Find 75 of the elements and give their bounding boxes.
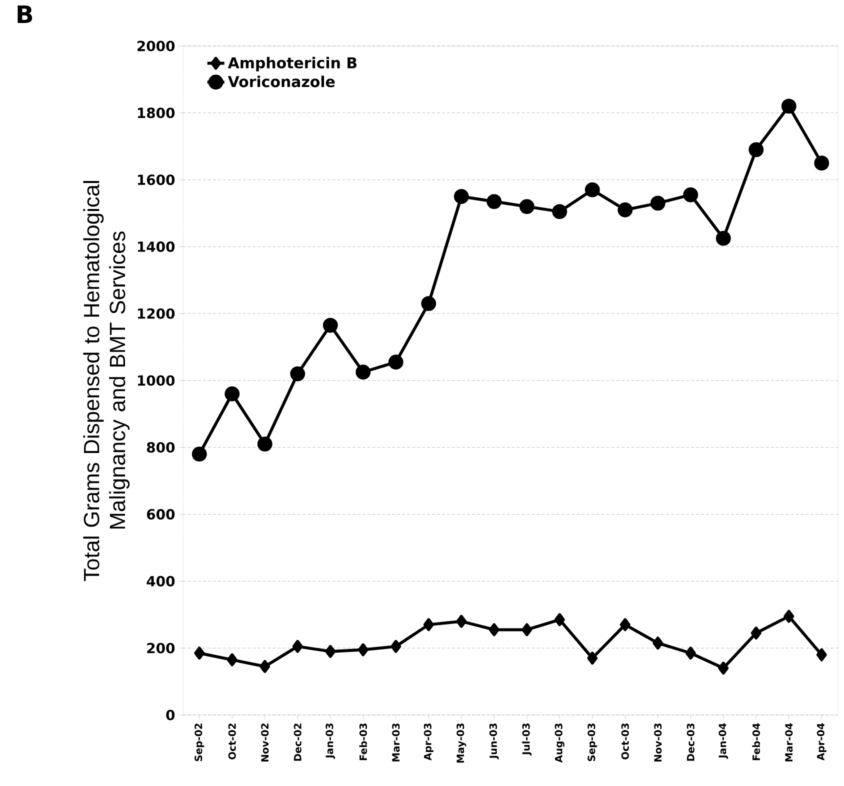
point xyxy=(718,662,729,675)
point xyxy=(522,623,532,636)
point xyxy=(781,98,796,114)
x-tick-label: Jun-03 xyxy=(489,724,499,760)
x-tick-label: Sep-02 xyxy=(194,724,204,762)
point xyxy=(620,618,630,632)
y-axis-title: Total Grams Dispensed to Hematological Malignancy and BMT Services xyxy=(83,181,130,581)
x-tick-label: Jan-03 xyxy=(326,724,336,759)
point xyxy=(716,230,731,246)
point xyxy=(587,652,598,665)
point xyxy=(194,646,205,660)
x-tick-label: Sep-03 xyxy=(588,724,598,762)
point xyxy=(584,182,600,198)
point xyxy=(814,156,830,171)
x-tick-label: Mar-03 xyxy=(392,724,400,762)
point xyxy=(784,610,794,623)
point xyxy=(750,626,762,640)
point xyxy=(423,618,434,632)
y-tick-label: 1400 xyxy=(138,241,175,252)
x-tick-label: Dec-03 xyxy=(686,724,694,761)
x-tick-label: Jul-03 xyxy=(522,724,532,756)
x-tick-label: Apr-04 xyxy=(816,723,826,760)
point xyxy=(325,644,336,658)
point xyxy=(519,199,534,214)
x-tick-label: Nov-02 xyxy=(261,724,269,762)
y-tick-label: 400 xyxy=(146,576,175,586)
point xyxy=(652,636,664,650)
point xyxy=(683,187,698,202)
point xyxy=(421,296,436,312)
y-tick-label: 1000 xyxy=(138,375,175,386)
point xyxy=(358,643,368,656)
point xyxy=(488,623,500,636)
point xyxy=(388,354,404,370)
x-tick-label: Feb-03 xyxy=(359,724,367,760)
point xyxy=(260,660,270,673)
x-tick-label: Oct-02 xyxy=(228,724,236,760)
point xyxy=(685,646,696,660)
x-tick-label: Mar-04 xyxy=(785,723,793,762)
y-tick-label: 2000 xyxy=(138,40,175,52)
x-tick-label: Aug-03 xyxy=(554,724,564,763)
y-tick-label: 0 xyxy=(166,710,175,720)
legend-label: Amphotericin B xyxy=(228,56,356,72)
point xyxy=(192,446,207,462)
text: B xyxy=(18,6,32,23)
point xyxy=(816,648,827,662)
point xyxy=(552,204,568,220)
point xyxy=(554,613,565,626)
y-tick-label: 1600 xyxy=(138,174,175,186)
x-tick-label: Jan-04 xyxy=(718,723,728,759)
point xyxy=(650,196,666,211)
x-tick-label: May-03 xyxy=(456,724,466,763)
point xyxy=(224,386,240,402)
x-tick-label: Feb-04 xyxy=(752,723,760,760)
x-tick-label: Oct-03 xyxy=(621,724,629,760)
y-tick-label: 1200 xyxy=(138,308,175,319)
point xyxy=(257,436,272,452)
point xyxy=(618,202,633,218)
x-tick-label: Apr-03 xyxy=(424,724,434,760)
y-tick-label: 1800 xyxy=(138,108,175,118)
point xyxy=(356,364,371,380)
point xyxy=(390,640,402,653)
x-tick-label: Dec-02 xyxy=(294,724,302,761)
legend-label: Voriconazole xyxy=(228,76,335,88)
y-tick-label: 600 xyxy=(146,509,175,520)
point xyxy=(292,640,303,653)
point xyxy=(290,366,306,382)
point xyxy=(454,189,469,204)
point xyxy=(322,318,338,333)
point xyxy=(748,142,764,158)
y-tick-label: 200 xyxy=(147,642,175,654)
point xyxy=(226,653,238,666)
y-tick-label: 800 xyxy=(146,442,175,453)
point xyxy=(486,194,502,210)
x-tick-label: Nov-03 xyxy=(654,724,662,762)
point xyxy=(456,614,467,628)
